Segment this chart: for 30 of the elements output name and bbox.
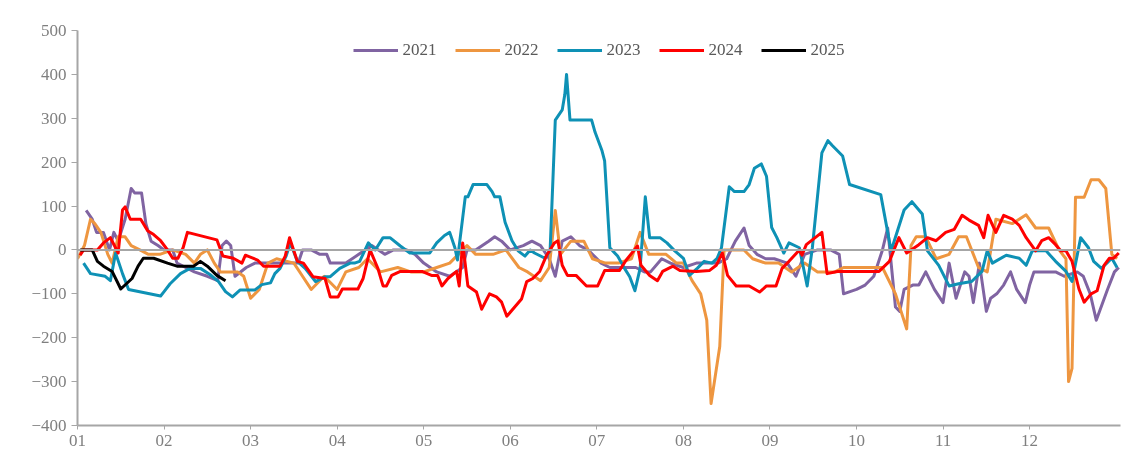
y-tick-label: 200 (41, 152, 67, 172)
y-tick-label: 500 (41, 21, 67, 40)
legend-label: 2023 (606, 40, 641, 60)
y-tick-label: −300 (31, 372, 67, 392)
y-tick-label: 400 (41, 64, 67, 84)
y-tick-label: 300 (41, 108, 67, 128)
x-tick-label: 02 (155, 430, 173, 450)
line-series (78, 205, 1121, 318)
y-tick-label: −400 (31, 416, 67, 435)
line-series (78, 248, 228, 291)
x-tick-label: 05 (415, 430, 433, 450)
x-tick-label: 10 (848, 430, 865, 450)
y-tick-label: 100 (41, 196, 67, 216)
legend-label: 2024 (708, 40, 743, 60)
x-tick-label: 11 (934, 430, 952, 450)
x-tick-label: 07 (588, 430, 606, 450)
legend-label: 2022 (504, 40, 539, 60)
y-tick-label: −200 (31, 328, 67, 348)
y-tick-label: −100 (31, 284, 67, 304)
x-tick-label: 03 (242, 430, 260, 450)
x-tick-label: 06 (501, 430, 519, 450)
line-series (82, 72, 1119, 299)
x-tick-label: 08 (674, 430, 692, 450)
x-tick-label: 09 (761, 430, 779, 450)
legend-label: 2025 (810, 40, 845, 60)
x-tick-label: 12 (1021, 430, 1039, 450)
x-tick-label: 04 (328, 430, 347, 450)
x-tick-label: 01 (69, 430, 86, 450)
y-tick-label: 0 (58, 240, 67, 260)
legend-label: 2021 (402, 40, 437, 60)
